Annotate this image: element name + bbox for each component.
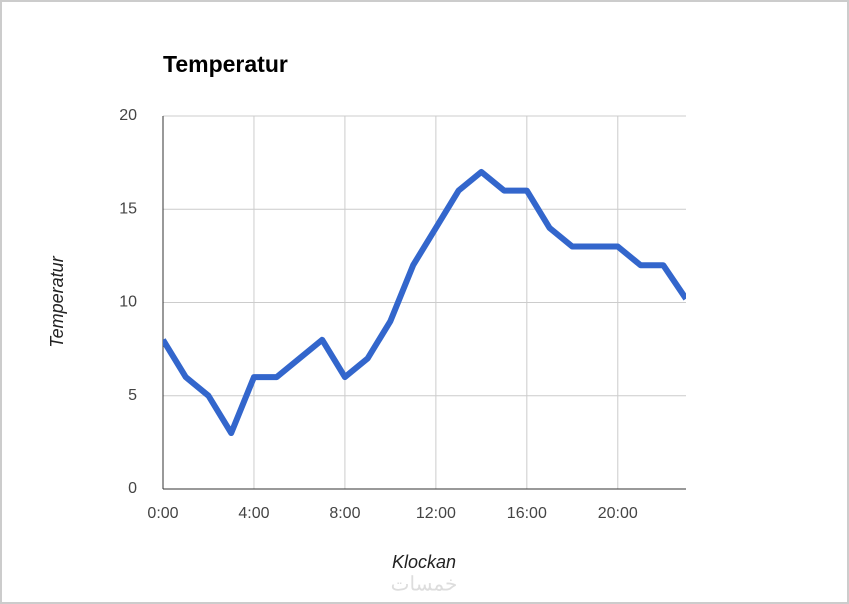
- data-line: [163, 168, 686, 437]
- x-tick-label: 0:00: [147, 505, 178, 522]
- y-axis-label: Temperatur: [47, 255, 67, 347]
- y-tick-label: 15: [119, 200, 137, 217]
- x-tick-label: 4:00: [238, 505, 269, 522]
- x-tick-label: 16:00: [507, 505, 547, 522]
- y-tick-label: 10: [119, 294, 137, 311]
- y-tick-label: 5: [128, 387, 137, 404]
- x-tick-label: 12:00: [416, 505, 456, 522]
- y-tick-label: 20: [119, 107, 137, 124]
- x-axis-label: Klockan: [392, 552, 456, 572]
- watermark: خمسات: [391, 573, 458, 595]
- x-tick-label: 20:00: [598, 505, 638, 522]
- chart-title: Temperatur: [163, 51, 288, 77]
- x-tick-label: 8:00: [329, 505, 360, 522]
- y-tick-label: 0: [128, 480, 137, 497]
